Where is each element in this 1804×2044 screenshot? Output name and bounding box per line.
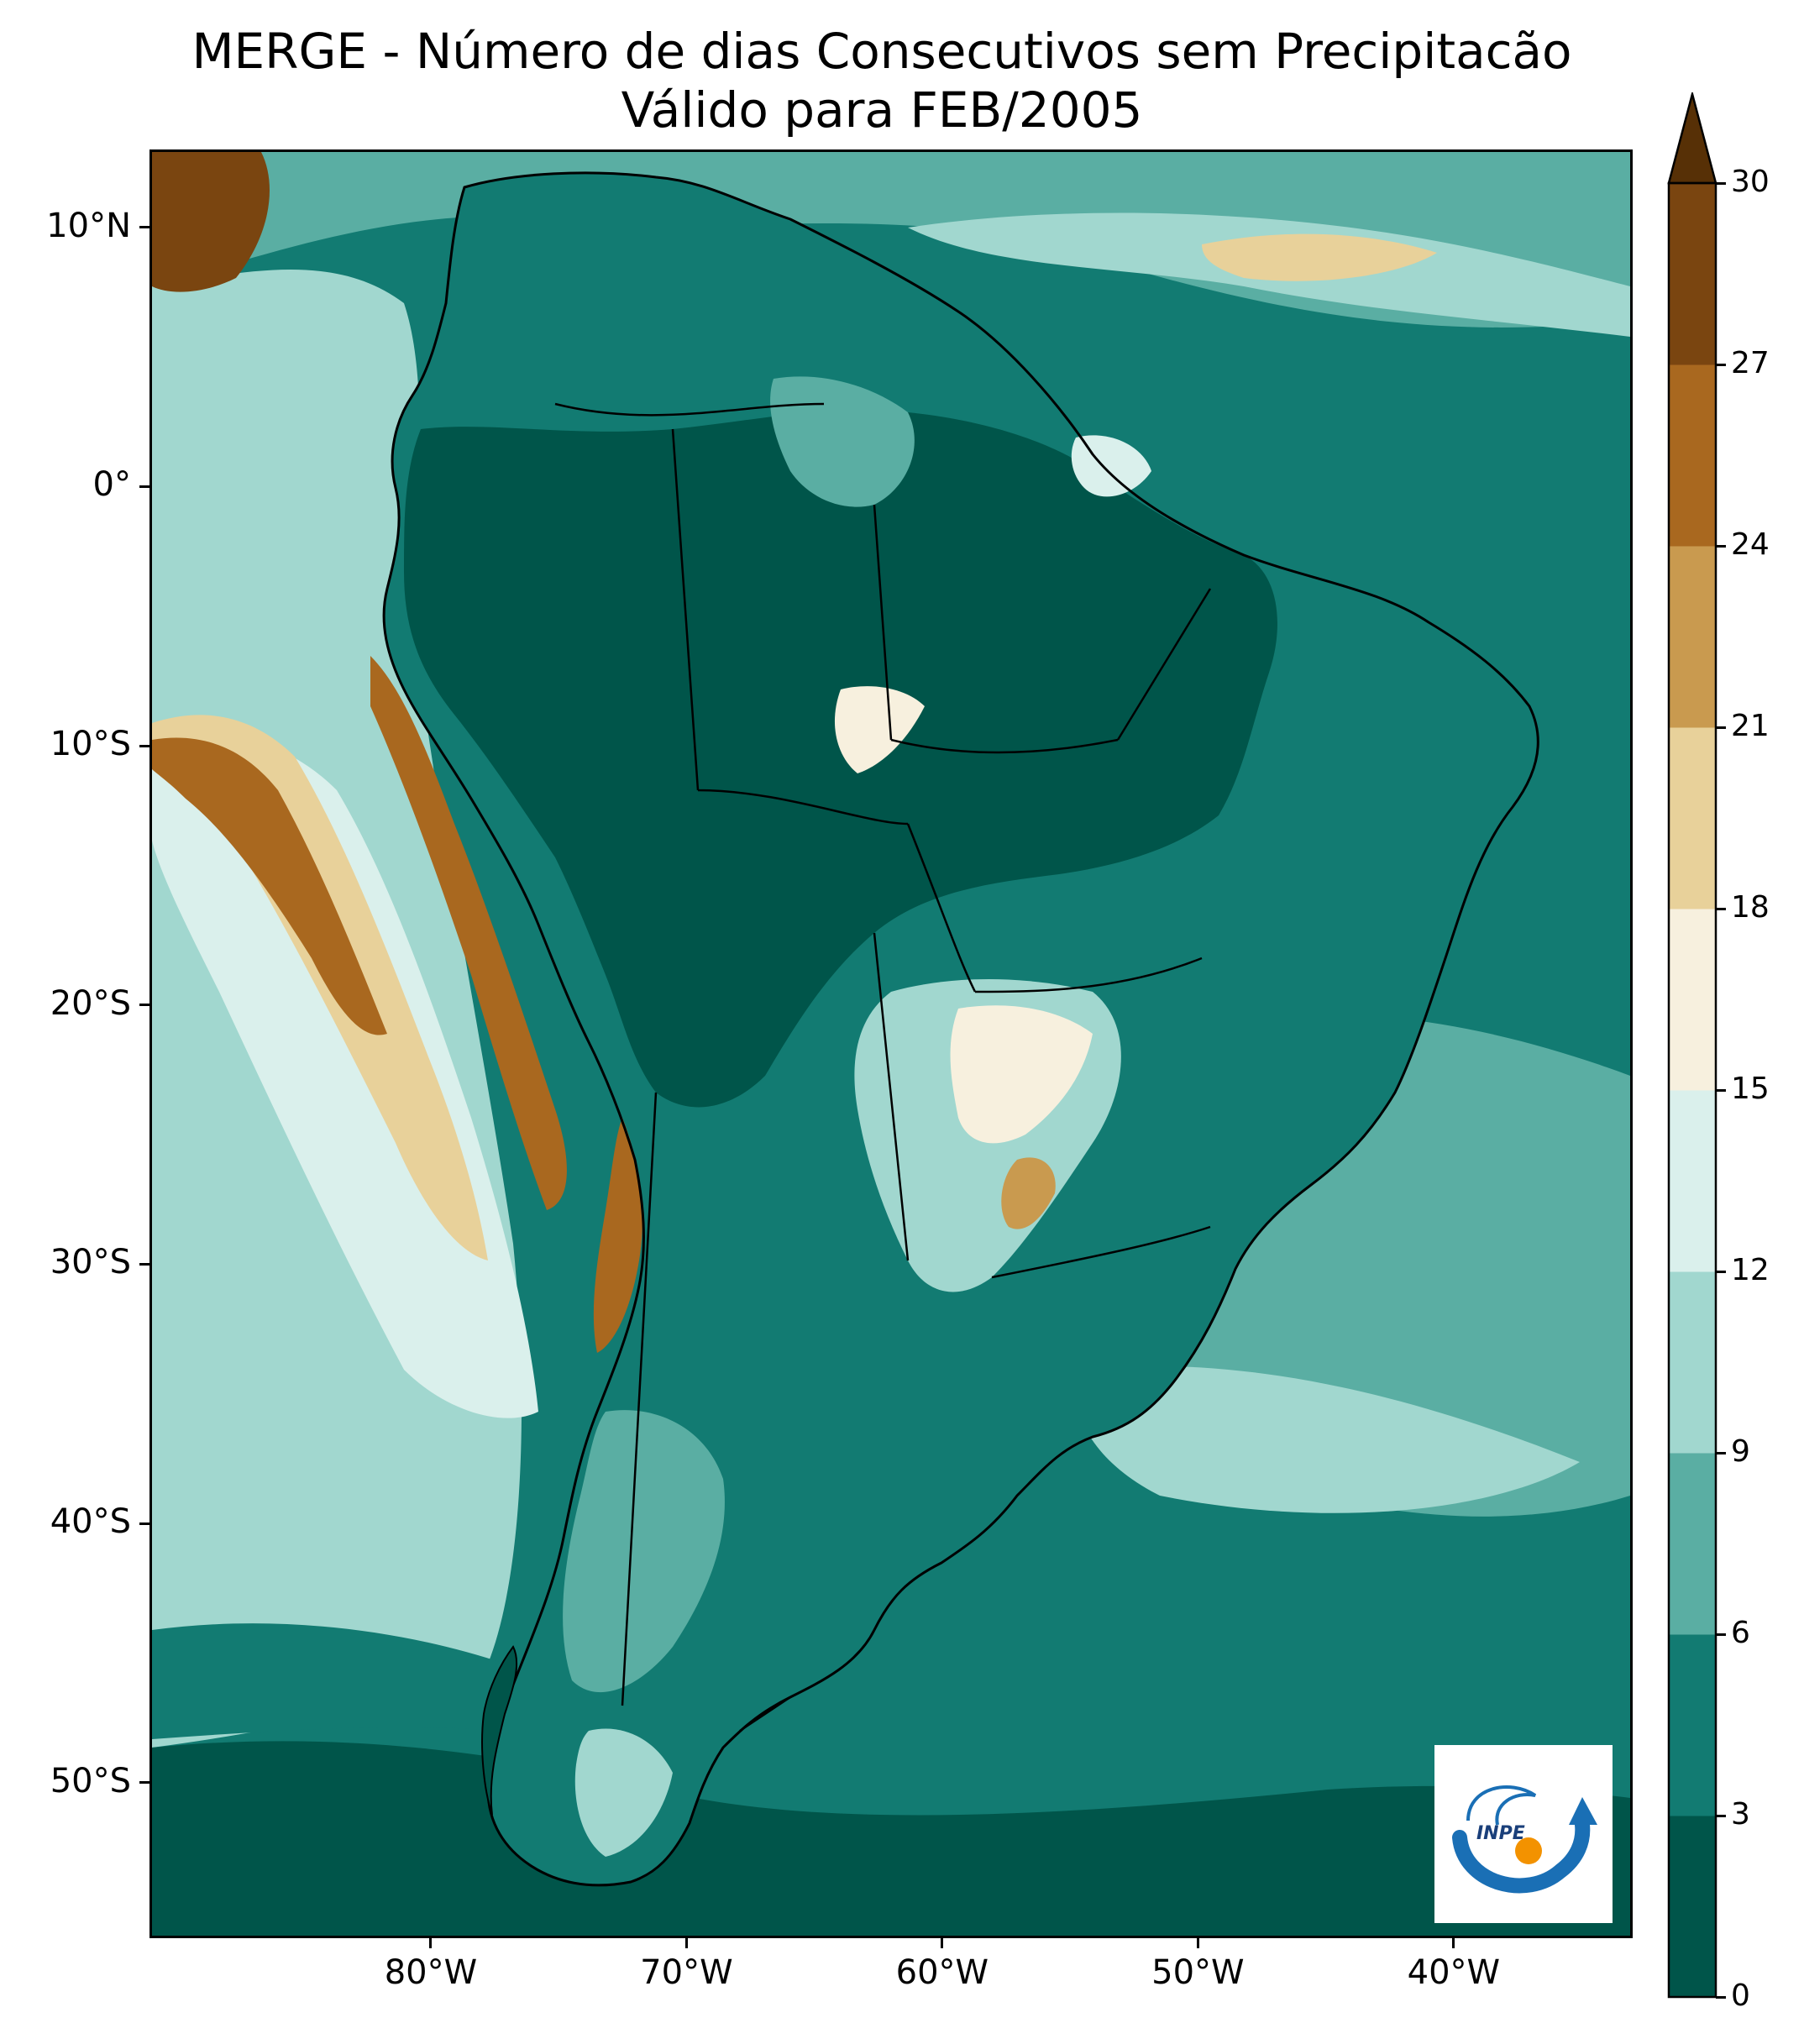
patagonia-mid-region — [563, 1410, 725, 1693]
lat-tick-mark — [139, 1004, 149, 1007]
colorbar-label: 12 — [1731, 1253, 1770, 1287]
lat-tick-mark — [139, 1522, 149, 1525]
lat-tick-mark — [139, 226, 149, 229]
colorbar-label: 24 — [1731, 527, 1770, 562]
title-line-1: MERGE - Número de dias Consecutivos sem … — [191, 23, 1572, 80]
precipitation-map — [152, 152, 1630, 1936]
lon-tick-mark — [1196, 1938, 1199, 1948]
field-atlantic-light — [1074, 1365, 1580, 1513]
colorbar-label: 3 — [1731, 1797, 1750, 1832]
lon-tick-mark — [684, 1938, 688, 1948]
colorbar-label: 0 — [1731, 1978, 1750, 2013]
logo-text: INPE — [1476, 1823, 1525, 1844]
colorbar — [1667, 92, 1717, 1999]
logo-arrow — [1569, 1797, 1597, 1825]
lon-tick-label: 70°W — [640, 1953, 733, 1992]
colorbar-tick — [1716, 726, 1726, 729]
title-line-2: Válido para FEB/2005 — [621, 81, 1143, 139]
lon-tick-mark — [1452, 1938, 1455, 1948]
lat-tick-label: 10°S — [50, 725, 131, 763]
lat-tick-mark — [139, 485, 149, 488]
andes-brown-strip — [593, 1118, 642, 1353]
colorbar-band — [1669, 1453, 1716, 1635]
lon-tick-label: 50°W — [1151, 1953, 1245, 1992]
field-pacific-pale — [152, 733, 538, 1418]
lon-tick-mark — [941, 1938, 944, 1948]
colorbar-tick — [1716, 907, 1726, 910]
map-area — [149, 149, 1633, 1938]
logo-sun-dot — [1515, 1837, 1542, 1864]
colorbar-label: 21 — [1731, 709, 1770, 743]
logo-orbit-arc — [1466, 1785, 1537, 1826]
colorbar-tick — [1716, 181, 1726, 185]
lat-tick-label: 30°S — [50, 1243, 131, 1282]
lon-tick-label: 40°W — [1407, 1953, 1501, 1992]
colorbar-tick — [1716, 1995, 1726, 1999]
colorbar-band — [1669, 1090, 1716, 1272]
colorbar-label: 15 — [1731, 1072, 1770, 1106]
colorbar-band — [1669, 1271, 1716, 1454]
colorbar-extend-arrow — [1667, 92, 1717, 185]
lat-tick-label: 40°S — [50, 1502, 131, 1542]
field-south-mid — [152, 1623, 505, 1739]
colorbar-label: 27 — [1731, 346, 1770, 380]
colorbar-tick — [1716, 1088, 1726, 1092]
colorbar-tick — [1716, 1451, 1726, 1454]
colorbar-tick — [1716, 1270, 1726, 1273]
lat-tick-label: 20°S — [50, 983, 131, 1023]
lat-tick-label: 50°S — [50, 1761, 131, 1800]
field-coast-brown — [370, 656, 567, 1210]
field-northwest-brown — [152, 152, 270, 292]
colorbar-tick — [1716, 1633, 1726, 1636]
colorbar-tick — [1716, 544, 1726, 548]
guiana-region — [770, 376, 915, 507]
colorbar-label: 30 — [1731, 165, 1770, 199]
colorbar-band — [1669, 1816, 1716, 1998]
colorbar-label: 9 — [1731, 1434, 1750, 1469]
lon-tick-label: 60°W — [895, 1953, 989, 1992]
tierra-del-fuego-light — [574, 1728, 673, 1857]
colorbar-band — [1669, 364, 1716, 547]
chile-fjords — [481, 1645, 518, 1816]
colorbar-tick — [1716, 1814, 1726, 1817]
inpe-logo: INPE — [1434, 1745, 1613, 1923]
lat-tick-label: 0° — [92, 465, 131, 505]
coastline — [382, 171, 1539, 1887]
lat-tick-mark — [139, 1262, 149, 1266]
colorbar-band — [1669, 546, 1716, 728]
southcentral-pale-region — [950, 1005, 1093, 1144]
parana-tan-spot — [1001, 1157, 1056, 1229]
colorbar-label: 6 — [1731, 1616, 1750, 1650]
lat-tick-label: 10°N — [46, 206, 131, 245]
field-pacific-brown — [152, 737, 387, 1035]
country-borders — [554, 402, 1212, 1732]
lat-tick-mark — [139, 744, 149, 747]
colorbar-band — [1669, 727, 1716, 909]
colorbar-label: 18 — [1731, 890, 1770, 925]
rondonia-pale-patch — [834, 686, 925, 773]
field-pacific-tan — [152, 715, 488, 1260]
colorbar-band — [1669, 909, 1716, 1091]
lat-tick-mark — [139, 1781, 149, 1785]
lon-tick-mark — [429, 1938, 433, 1948]
inpe-logo-graphic: INPE — [1452, 1785, 1597, 1894]
colorbar-band — [1669, 1634, 1716, 1816]
logo-swoosh — [1452, 1817, 1591, 1894]
colorbar-band — [1669, 183, 1716, 365]
amazon-dark-region — [404, 410, 1277, 1108]
lon-tick-label: 80°W — [384, 1953, 478, 1992]
field-north-tan — [1202, 233, 1437, 281]
colorbar-tick — [1716, 363, 1726, 366]
